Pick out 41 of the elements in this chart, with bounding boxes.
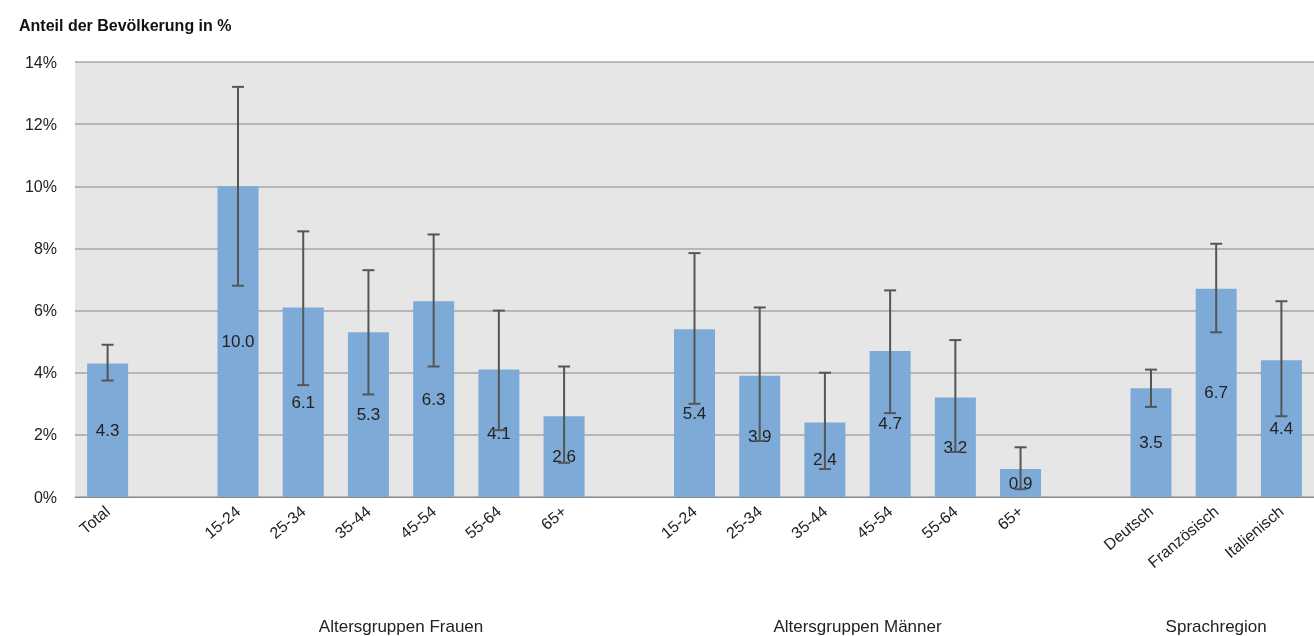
bar [282, 307, 324, 497]
bar [87, 363, 129, 497]
data-label: 4.4 [1269, 419, 1294, 439]
bar [1195, 288, 1237, 497]
y-axis-title: Anteil der Bevölkerung in % [19, 16, 232, 34]
bar [934, 397, 976, 497]
bar [1130, 388, 1172, 497]
data-label: 3.5 [1139, 433, 1163, 453]
data-label: 4.7 [878, 414, 902, 434]
bar [347, 332, 389, 497]
y-tick-label: 8% [33, 239, 57, 257]
text: Altersgruppen Männer [773, 617, 942, 636]
data-label: 4.3 [95, 420, 120, 440]
bar [739, 375, 781, 497]
bar [478, 369, 520, 497]
data-label: 5.4 [682, 403, 707, 423]
y-tick-label: 14% [24, 53, 57, 71]
data-label: 6.7 [1204, 383, 1228, 403]
data-label: 6.3 [421, 389, 446, 409]
bar [543, 416, 585, 497]
x-tick-label: 65+ [537, 502, 570, 533]
bar [217, 186, 259, 497]
bar [674, 329, 715, 497]
y-tick-label: 12% [24, 115, 57, 133]
bar [804, 422, 846, 497]
text: Sprachregion [1165, 617, 1267, 636]
x-tick-label: Total [76, 502, 114, 538]
text: Altersgruppen Frauen [318, 617, 484, 636]
data-label: 5.3 [356, 405, 381, 425]
data-label: 4.1 [487, 423, 511, 443]
y-tick-label: 0% [33, 488, 57, 506]
y-tick-label: 4% [33, 364, 57, 382]
bar [413, 301, 455, 497]
y-tick-label: 6% [33, 302, 57, 320]
x-tick-label: 65+ [994, 502, 1027, 533]
data-label: 6.1 [291, 392, 316, 412]
bar [869, 350, 911, 497]
data-label: 10.0 [221, 332, 255, 352]
y-tick-label: 2% [33, 426, 57, 444]
y-tick-label: 10% [24, 177, 57, 195]
bar [1260, 360, 1302, 497]
